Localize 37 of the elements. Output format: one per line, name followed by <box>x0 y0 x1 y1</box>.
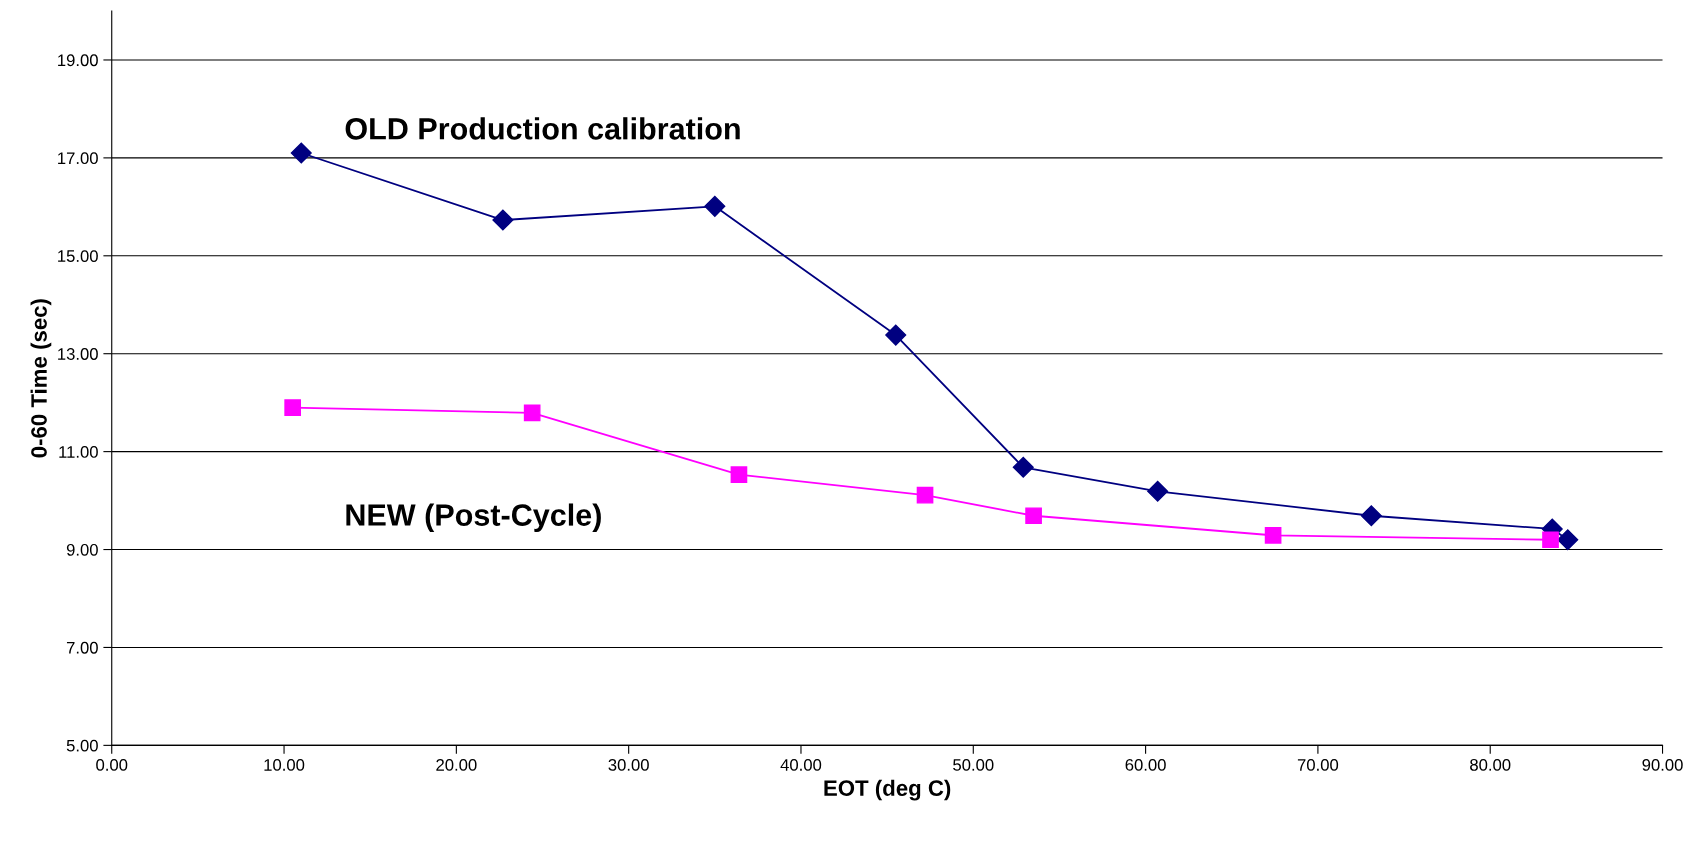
point <box>885 324 907 346</box>
point <box>1012 456 1034 478</box>
point <box>290 142 312 164</box>
x-axis-title: EOT (deg C) <box>824 779 951 801</box>
x-tick-label: 60.00 <box>1125 758 1166 771</box>
point <box>1147 480 1169 502</box>
y-tick-label: 15.00 <box>58 250 98 262</box>
point <box>523 404 541 422</box>
y-tick-label: 17.00 <box>58 152 98 165</box>
x-tick-label: 80.00 <box>1470 758 1511 771</box>
y-tick-label: 19.00 <box>58 54 98 67</box>
point <box>492 209 514 231</box>
x-tick-label: 30.00 <box>608 758 649 771</box>
x-tick-label: 20.00 <box>436 758 477 771</box>
y-axis-title: 0-60 Time (sec) <box>30 299 52 458</box>
point <box>1025 507 1042 525</box>
point <box>1542 531 1559 549</box>
x-tick-label: 50.00 <box>953 758 994 771</box>
point <box>730 466 748 483</box>
y-tick-label: 5.00 <box>66 739 98 752</box>
y-tick-label: 11.00 <box>59 446 98 458</box>
point <box>1360 505 1382 527</box>
point <box>1264 527 1282 544</box>
x-tick-label: 70.00 <box>1297 758 1339 771</box>
y-tick-label: 7.00 <box>66 641 98 654</box>
series-label: OLD Production calibration <box>345 117 740 140</box>
point <box>284 399 301 416</box>
point <box>1557 529 1579 551</box>
point <box>704 195 726 217</box>
x-tick-label: 0.00 <box>96 758 128 771</box>
x-tick-label: 40.00 <box>780 758 822 771</box>
text: NEW (Post-Cycle) <box>346 503 601 532</box>
x-tick-label: 10.00 <box>264 758 305 771</box>
x-tick-label: 90.00 <box>1642 758 1683 771</box>
y-tick-label: 9.00 <box>66 543 98 556</box>
y-tick-label: 13.00 <box>58 348 98 360</box>
point <box>916 486 934 504</box>
